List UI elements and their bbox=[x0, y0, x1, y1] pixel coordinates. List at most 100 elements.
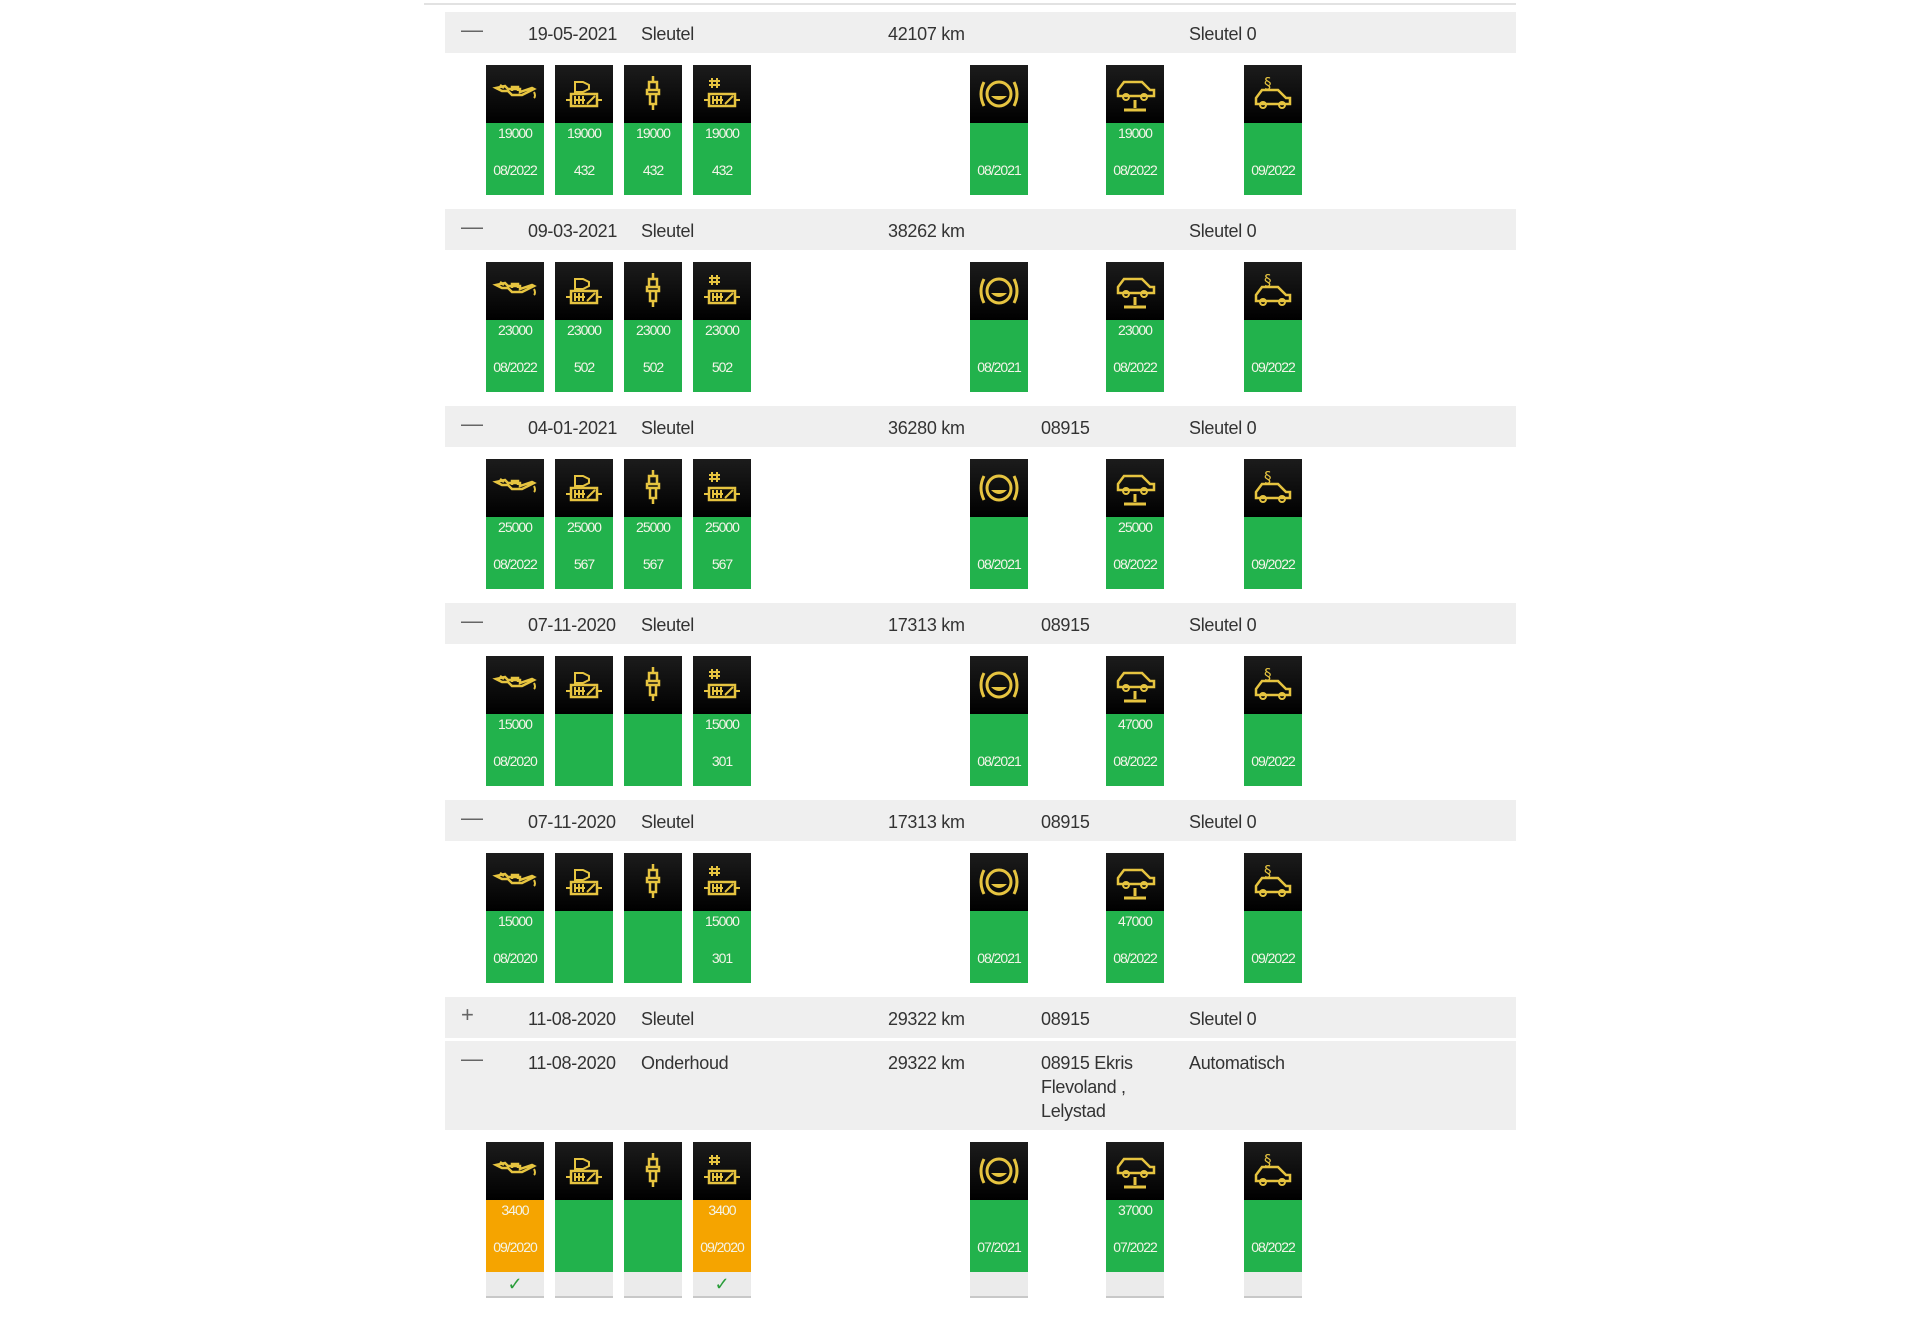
service-card[interactable]: 23000 502 bbox=[693, 262, 751, 392]
history-row-header[interactable]: — 07-11-2020 Sleutel 17313 km 08915 Sleu… bbox=[445, 603, 1516, 644]
service-card[interactable]: 25000 08/2022 bbox=[486, 459, 544, 589]
row-date: 11-08-2020 bbox=[528, 1009, 616, 1029]
card-due: 567 bbox=[711, 556, 733, 572]
air-filter-icon bbox=[555, 1142, 613, 1200]
spark-plug-icon bbox=[624, 459, 682, 517]
history-row-header[interactable]: + 11-08-2020 Sleutel 29322 km 08915 Sleu… bbox=[445, 997, 1516, 1038]
row-source: Sleutel 0 bbox=[1189, 418, 1257, 438]
service-card[interactable]: 15000 08/2020 bbox=[486, 656, 544, 786]
service-card[interactable]: 25000 567 bbox=[555, 459, 613, 589]
collapse-toggle[interactable]: — bbox=[461, 608, 483, 633]
history-row-header[interactable]: — 09-03-2021 Sleutel 38262 km Sleutel 0 bbox=[445, 209, 1516, 250]
card-mileage: 19000 bbox=[498, 125, 533, 141]
legal-inspection-icon: § bbox=[1244, 656, 1302, 714]
service-card[interactable]: 25000 567 bbox=[624, 459, 682, 589]
collapse-toggle[interactable]: — bbox=[461, 17, 483, 42]
row-type: Sleutel bbox=[641, 418, 694, 438]
service-card[interactable]: § 09/2022 bbox=[1244, 262, 1302, 392]
service-card[interactable]: 3400 09/2020 ✓ bbox=[486, 1142, 544, 1298]
card-due: 08/2022 bbox=[1251, 1239, 1296, 1255]
service-card[interactable]: § 09/2022 bbox=[1244, 459, 1302, 589]
check-icon bbox=[624, 1272, 682, 1298]
service-card[interactable]: 08/2021 bbox=[970, 853, 1028, 983]
service-card[interactable]: 23000 502 bbox=[624, 262, 682, 392]
service-card[interactable]: 08/2021 bbox=[970, 656, 1028, 786]
service-card[interactable]: 19000 08/2022 bbox=[1106, 65, 1164, 195]
card-due: 08/2022 bbox=[493, 359, 538, 375]
svg-text:§: § bbox=[1264, 74, 1272, 92]
row-date: 11-08-2020 bbox=[528, 1053, 616, 1073]
service-card[interactable] bbox=[624, 1142, 682, 1298]
card-due: 567 bbox=[642, 556, 664, 572]
history-row-header[interactable]: — 07-11-2020 Sleutel 17313 km 08915 Sleu… bbox=[445, 800, 1516, 841]
collapse-toggle[interactable]: — bbox=[461, 411, 483, 436]
service-card[interactable]: 15000 301 bbox=[693, 656, 751, 786]
row-type: Onderhoud bbox=[641, 1053, 729, 1073]
fuel-filter-icon bbox=[693, 656, 751, 714]
fuel-filter-icon bbox=[693, 459, 751, 517]
expand-toggle[interactable]: + bbox=[461, 1002, 474, 1027]
history-row-header[interactable]: — 11-08-2020 Onderhoud 29322 km 08915 Ek… bbox=[445, 1041, 1516, 1130]
history-row-header[interactable]: — 04-01-2021 Sleutel 36280 km 08915 Sleu… bbox=[445, 406, 1516, 447]
service-card[interactable] bbox=[624, 656, 682, 786]
service-card[interactable]: 19000 08/2022 bbox=[486, 65, 544, 195]
card-mileage: 3400 bbox=[501, 1202, 529, 1218]
service-card[interactable]: 07/2021 bbox=[970, 1142, 1028, 1298]
row-type: Sleutel bbox=[641, 1009, 694, 1029]
row-dealer: 08915 Ekris Flevoland , Lelystad bbox=[1041, 1053, 1133, 1121]
service-card[interactable] bbox=[555, 853, 613, 983]
service-card[interactable]: 23000 502 bbox=[555, 262, 613, 392]
row-date: 09-03-2021 bbox=[528, 221, 618, 241]
card-mileage: 25000 bbox=[567, 519, 602, 535]
service-card[interactable]: § 08/2022 bbox=[1244, 1142, 1302, 1298]
service-card[interactable] bbox=[555, 656, 613, 786]
service-card[interactable]: 25000 567 bbox=[693, 459, 751, 589]
service-card[interactable]: § 09/2022 bbox=[1244, 656, 1302, 786]
card-mileage: 23000 bbox=[498, 322, 533, 338]
service-card[interactable]: 19000 432 bbox=[624, 65, 682, 195]
oil-can-icon bbox=[486, 65, 544, 123]
card-due: 08/2021 bbox=[977, 753, 1022, 769]
service-card[interactable]: 15000 08/2020 bbox=[486, 853, 544, 983]
spark-plug-icon bbox=[624, 262, 682, 320]
service-card[interactable]: 08/2021 bbox=[970, 459, 1028, 589]
collapse-toggle[interactable]: — bbox=[461, 805, 483, 830]
service-card[interactable] bbox=[555, 1142, 613, 1298]
card-due: 502 bbox=[642, 359, 664, 375]
row-type: Sleutel bbox=[641, 24, 694, 44]
card-due: 08/2022 bbox=[493, 162, 538, 178]
service-card[interactable]: 37000 07/2022 bbox=[1106, 1142, 1164, 1298]
service-indicator-group: 19000 08/2022 19000 432 19000 432 19000 … bbox=[445, 65, 1516, 195]
service-card[interactable]: 47000 08/2022 bbox=[1106, 853, 1164, 983]
status-fill bbox=[970, 1200, 1028, 1272]
legal-inspection-icon: § bbox=[1244, 459, 1302, 517]
service-card[interactable]: 23000 08/2022 bbox=[486, 262, 544, 392]
collapse-toggle[interactable]: — bbox=[461, 214, 483, 239]
row-source: Sleutel 0 bbox=[1189, 812, 1257, 832]
card-mileage: 3400 bbox=[708, 1202, 736, 1218]
legal-inspection-icon: § bbox=[1244, 65, 1302, 123]
service-card[interactable]: 19000 432 bbox=[693, 65, 751, 195]
row-type: Sleutel bbox=[641, 812, 694, 832]
card-due: 09/2022 bbox=[1251, 556, 1296, 572]
service-card[interactable]: 08/2021 bbox=[970, 262, 1028, 392]
svg-text:§: § bbox=[1264, 271, 1272, 289]
service-card[interactable]: § 09/2022 bbox=[1244, 853, 1302, 983]
service-card[interactable]: 08/2021 bbox=[970, 65, 1028, 195]
brake-icon bbox=[970, 65, 1028, 123]
card-due: 07/2022 bbox=[1113, 1239, 1158, 1255]
status-fill bbox=[624, 714, 682, 786]
card-due: 08/2020 bbox=[493, 753, 538, 769]
service-card[interactable]: 3400 09/2020 ✓ bbox=[693, 1142, 751, 1298]
service-card[interactable]: 47000 08/2022 bbox=[1106, 656, 1164, 786]
card-mileage: 25000 bbox=[1118, 519, 1153, 535]
history-row-header[interactable]: — 19-05-2021 Sleutel 42107 km Sleutel 0 bbox=[445, 12, 1516, 53]
service-card[interactable]: § 09/2022 bbox=[1244, 65, 1302, 195]
service-card[interactable]: 23000 08/2022 bbox=[1106, 262, 1164, 392]
service-card[interactable]: 15000 301 bbox=[693, 853, 751, 983]
collapse-toggle[interactable]: — bbox=[461, 1046, 483, 1071]
service-card[interactable]: 19000 432 bbox=[555, 65, 613, 195]
service-card[interactable] bbox=[624, 853, 682, 983]
service-card[interactable]: 25000 08/2022 bbox=[1106, 459, 1164, 589]
card-due: 08/2022 bbox=[493, 556, 538, 572]
